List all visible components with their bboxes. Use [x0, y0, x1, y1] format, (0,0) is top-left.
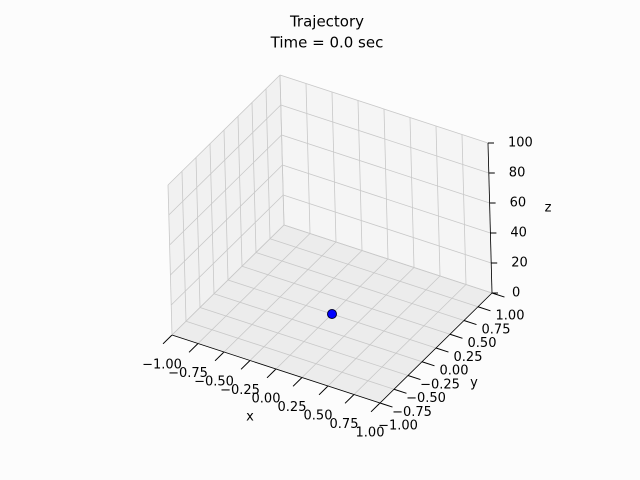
z-tick-label: 80 [509, 166, 526, 181]
grid-line [281, 134, 490, 204]
y-tick [463, 320, 477, 326]
grid-line [279, 74, 285, 226]
x-tick [162, 334, 173, 345]
x-tick [214, 351, 225, 362]
grid-line [383, 108, 389, 260]
z-tick-label: 0 [512, 286, 520, 301]
x-tick-label: 0.75 [330, 417, 359, 432]
x-tick [188, 343, 199, 353]
grid-line [461, 134, 467, 285]
x-tick [370, 402, 381, 413]
grid-line [213, 293, 423, 363]
grid-line [265, 88, 271, 239]
grid-line [283, 194, 492, 264]
y-tick-label: 0.25 [454, 350, 483, 365]
grid-line [185, 320, 395, 390]
x-tick-label: −0.50 [194, 375, 234, 390]
chart-subtitle: Time = 0.0 sec [270, 34, 384, 52]
y-tick-label: 1.00 [496, 309, 525, 324]
y-tick [407, 375, 421, 381]
grid-line [305, 83, 311, 234]
y-tick [435, 347, 449, 353]
x-tick [344, 394, 355, 404]
y-axis-label: y [470, 376, 478, 391]
y-tick-label: 0.50 [468, 336, 497, 351]
y-tick-label: −0.25 [420, 377, 460, 392]
grid-line [435, 125, 441, 277]
y-tick [379, 402, 393, 408]
y-tick [477, 306, 491, 312]
x-tick-label: 0.25 [278, 400, 307, 415]
grid-line [280, 104, 489, 174]
y-tick-label: −0.50 [406, 391, 446, 406]
z-tick-label: 100 [508, 136, 533, 151]
z-tick-label: 60 [510, 196, 527, 211]
grid-line [283, 224, 493, 294]
x-axis-label: x [246, 410, 254, 425]
x-tick-label: 0.50 [304, 409, 333, 424]
x-tick-label: −0.75 [168, 366, 208, 381]
z-tick-label: 20 [511, 256, 528, 271]
grid-line [168, 104, 282, 216]
grid-line [181, 171, 187, 322]
y-tick [393, 388, 407, 394]
grid-line [171, 224, 285, 336]
grid-line [255, 252, 465, 321]
y-tick [449, 333, 463, 339]
y-axis-line [379, 292, 493, 404]
y-tick-label: −1.00 [378, 419, 418, 434]
grid-line [167, 184, 173, 336]
x-tick [240, 360, 251, 370]
grid-line [195, 157, 201, 308]
grid-line [409, 117, 415, 268]
x-tick [292, 377, 303, 387]
grid-line [169, 134, 282, 246]
point [327, 309, 337, 319]
x-axis-line [171, 334, 381, 404]
z-axis-label: z [545, 201, 552, 216]
y-tick-label: 0.00 [440, 364, 469, 379]
grid-line [251, 102, 257, 253]
y-tick [421, 361, 435, 367]
grid-line [209, 143, 215, 294]
y-tick-label: 0.75 [482, 322, 511, 337]
chart-title: Trajectory [289, 13, 364, 31]
y-tick [491, 292, 505, 298]
x-tick [318, 385, 329, 396]
grid-line [331, 91, 337, 243]
x-tick [266, 368, 277, 379]
y-tick-label: −0.75 [392, 405, 432, 420]
x-tick-label: −0.25 [220, 383, 260, 398]
grid-line [241, 265, 451, 335]
z-tick-label: 40 [510, 226, 527, 241]
grid-line [167, 74, 281, 186]
grid-line [282, 164, 491, 234]
grid-line [269, 238, 479, 308]
grid-line [170, 164, 283, 276]
grid-line [170, 194, 284, 306]
x-tick-label: 0.00 [252, 392, 281, 407]
grid-line [279, 74, 489, 144]
grid-line [237, 116, 243, 267]
grid-line [223, 129, 229, 281]
x-tick-label: 1.00 [356, 426, 385, 441]
z-axis-line [487, 142, 493, 294]
x-tick-label: −1.00 [142, 358, 182, 373]
grid-line [357, 100, 363, 251]
grid-line [199, 307, 409, 376]
